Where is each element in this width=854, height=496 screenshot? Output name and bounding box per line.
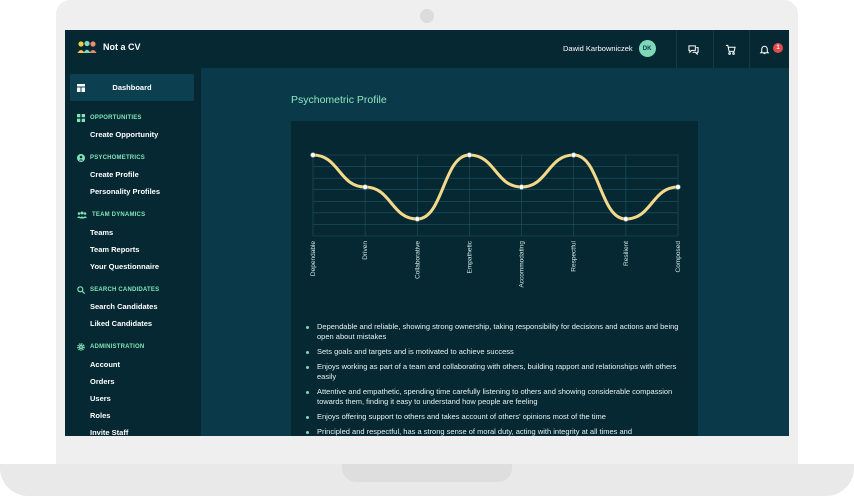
data-point-dependable: [310, 152, 316, 158]
x-tick-label: Empathetic: [466, 240, 473, 273]
user-menu[interactable]: Dawid Karbowniczek DK: [563, 40, 656, 57]
page-title: Psychometric Profile: [291, 94, 387, 106]
laptop-notch: [342, 464, 512, 482]
list-item: Sets goals and targets and is motivated …: [305, 347, 690, 357]
chat-icon: [688, 44, 699, 55]
x-tick-label: Dependable: [310, 241, 317, 276]
series-line: [311, 153, 680, 221]
team-icon: [77, 211, 87, 219]
section-administration: ADMINISTRATION: [77, 343, 144, 351]
x-tick-label: Respectful: [571, 240, 578, 271]
sidebar-item-your-questionnaire[interactable]: Your Questionnaire: [90, 262, 160, 271]
sidebar-item-roles[interactable]: Roles: [90, 411, 111, 420]
search-icon: [77, 286, 85, 294]
cart-button[interactable]: [713, 30, 747, 68]
sidebar-item-team-reports[interactable]: Team Reports: [90, 245, 140, 254]
x-tick-label: Resilient: [623, 241, 630, 266]
sidebar-item-users[interactable]: Users: [90, 394, 111, 403]
section-title: PSYCHOMETRICS: [90, 155, 145, 161]
grid-icon: [77, 114, 85, 122]
sidebar-item-search-candidates[interactable]: Search Candidates: [90, 302, 158, 311]
sidebar-item-dashboard[interactable]: Dashboard: [70, 74, 194, 101]
data-point-collaborative: [414, 216, 420, 222]
x-tick-label: Accommodating: [519, 241, 526, 288]
section-title: TEAM DYNAMICS: [92, 212, 146, 218]
x-tick-label: Driven: [362, 241, 369, 260]
data-point-accommodating: [518, 184, 525, 190]
sidebar-item-invite-staff[interactable]: Invite Staff: [90, 428, 129, 436]
notifications-button[interactable]: 1: [749, 30, 789, 68]
user-circle-icon: [77, 154, 85, 162]
profile-card: Dependable Driven Collaborative Empathetic A…: [291, 121, 698, 436]
cart-icon: [725, 44, 736, 55]
notification-badge: 1: [773, 43, 783, 53]
sidebar-item-label: Dashboard: [112, 83, 152, 92]
psychometric-chart: Dependable Driven Collaborative Empathetic A…: [310, 152, 682, 288]
data-point-respectful: [571, 152, 577, 158]
x-tick-label: Collaborative: [414, 241, 421, 279]
section-title: OPPORTUNITIES: [90, 115, 142, 121]
sidebar-item-personality-profiles[interactable]: Personality Profiles: [90, 187, 161, 196]
avatar: DK: [638, 40, 656, 57]
section-title: ADMINISTRATION: [90, 344, 145, 350]
section-title: SEARCH CANDIDATES: [90, 287, 160, 293]
list-item: Enjoys working as part of a team and col…: [305, 362, 690, 382]
list-item: Dependable and reliable, showing strong …: [305, 322, 690, 342]
bell-icon: [759, 45, 770, 54]
user-name: Dawid Karbowniczek: [563, 44, 633, 53]
top-bar: Not a CV Dawid Karbowniczek DK 1: [65, 30, 789, 68]
section-psychometrics: PSYCHOMETRICS: [77, 154, 145, 162]
sidebar-item-orders[interactable]: Orders: [90, 377, 115, 386]
sidebar-item-teams[interactable]: Teams: [90, 228, 114, 237]
gear-icon: [77, 343, 85, 351]
list-item: Attentive and empathetic, spending time …: [305, 387, 690, 407]
section-opportunities: OPPORTUNITIES: [77, 114, 142, 122]
logo[interactable]: Not a CV: [77, 40, 141, 54]
data-point-empathetic: [466, 152, 473, 158]
sidebar-item-create-profile[interactable]: Create Profile: [90, 170, 139, 179]
app-title: Not a CV: [103, 42, 141, 52]
section-search-candidates: SEARCH CANDIDATES: [77, 286, 159, 294]
list-item: Principled and respectful, has a strong …: [305, 427, 690, 436]
x-tick-label: Composed: [675, 241, 682, 273]
app-screen: Not a CV Dawid Karbowniczek DK 1: [65, 30, 789, 436]
data-point-resilient: [623, 216, 629, 222]
camera-icon: [420, 9, 434, 23]
dashboard-icon: [77, 84, 85, 92]
sidebar-item-create-opportunity[interactable]: Create Opportunity: [90, 130, 159, 139]
sidebar: Dashboard OPPORTUNITIES Create Opportuni…: [65, 68, 201, 436]
data-point-composed: [675, 184, 681, 190]
list-item: Enjoys offering support to others and ta…: [305, 412, 690, 422]
sidebar-item-liked-candidates[interactable]: Liked Candidates: [90, 319, 153, 328]
section-team-dynamics: TEAM DYNAMICS: [77, 211, 145, 219]
trait-list: Dependable and reliable, showing strong …: [305, 322, 690, 436]
data-point-driven: [362, 184, 368, 190]
messages-button[interactable]: [676, 30, 710, 68]
sidebar-item-account[interactable]: Account: [90, 360, 120, 369]
people-logo-icon: [77, 40, 97, 53]
